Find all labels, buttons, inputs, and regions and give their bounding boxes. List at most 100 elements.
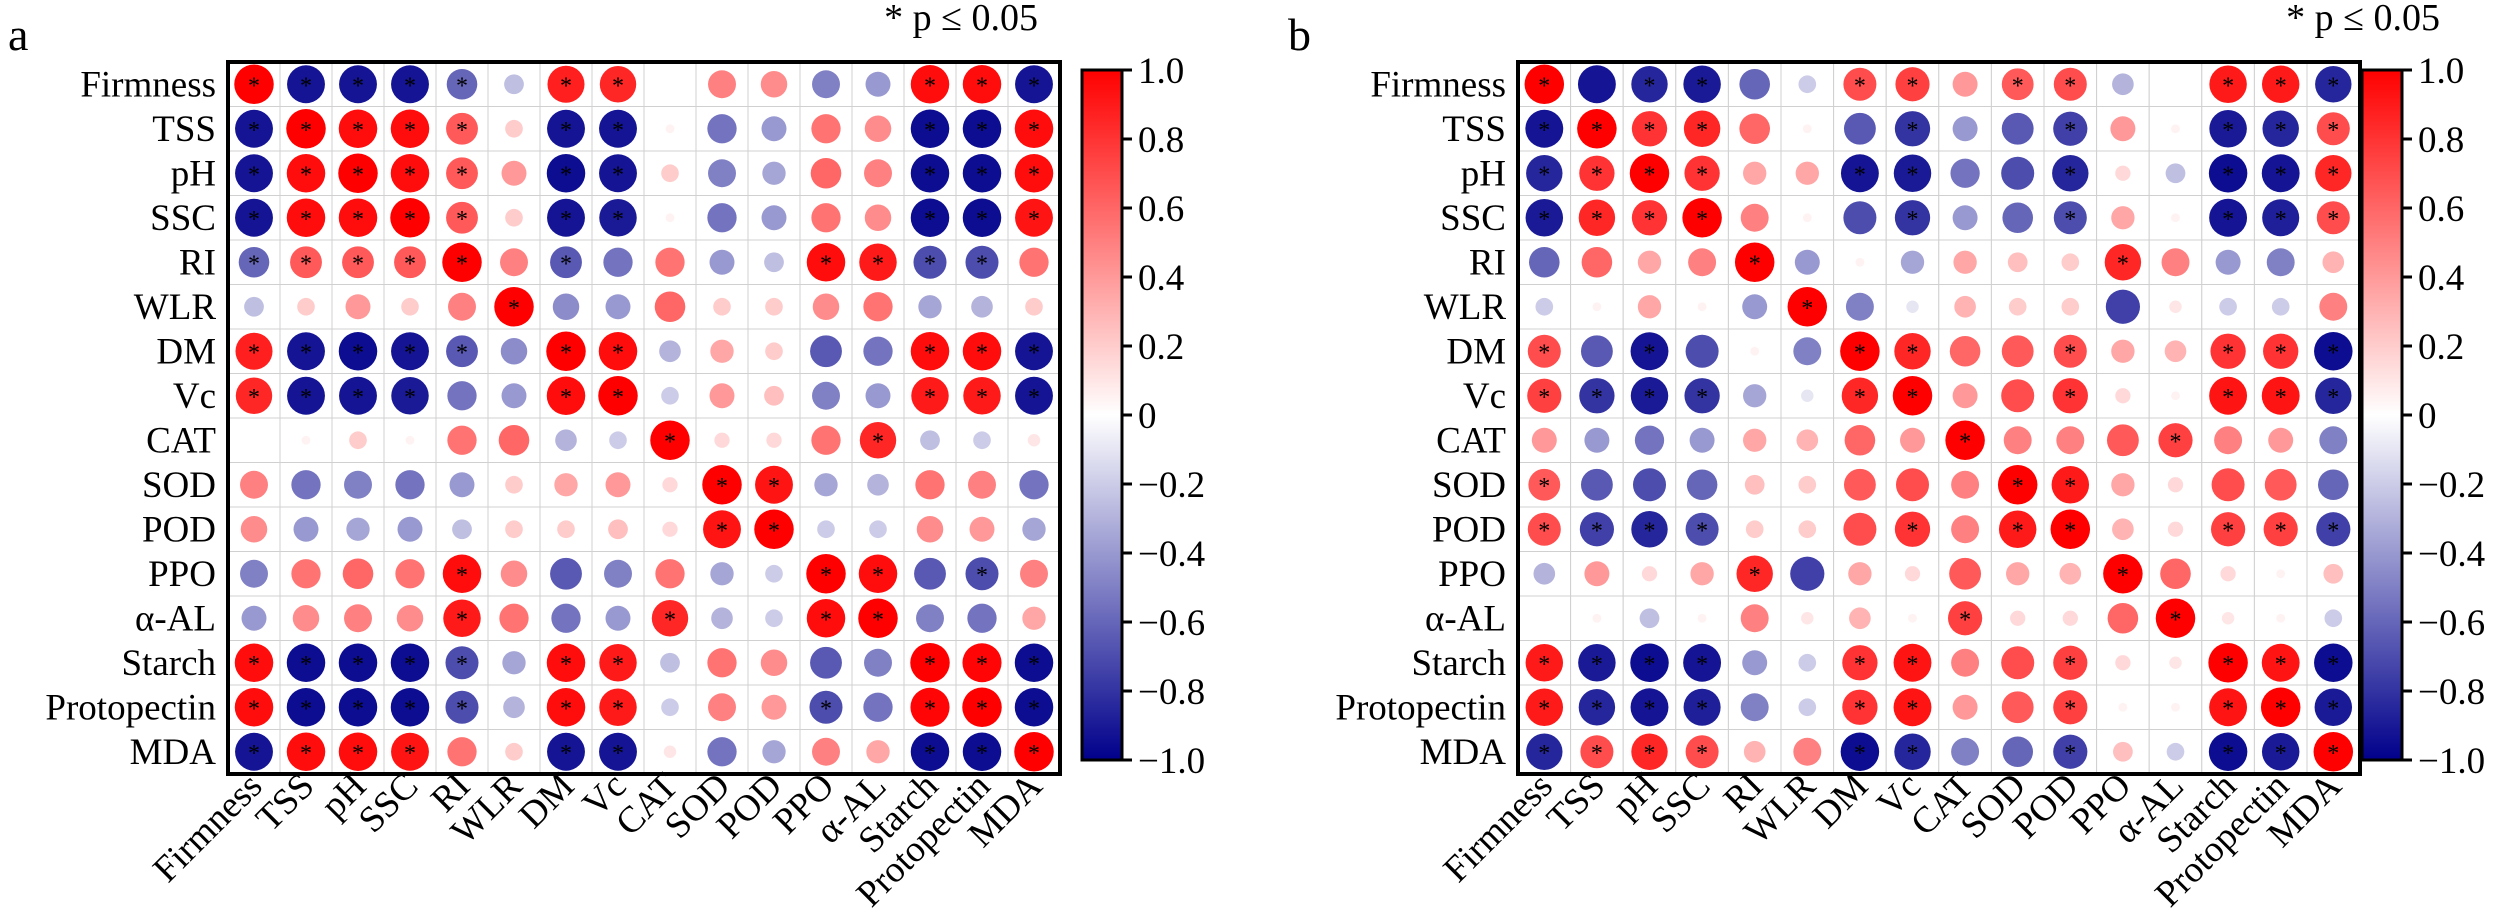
correlation-circle — [707, 648, 737, 678]
correlation-circle — [235, 732, 273, 771]
correlation-circle — [2169, 656, 2182, 669]
significance-star: * — [1591, 118, 1603, 144]
significance-star: * — [1644, 385, 1656, 411]
correlation-circle — [1524, 64, 1565, 104]
colorbar-tick-label: −0.2 — [2418, 465, 2485, 506]
correlation-circle — [2209, 376, 2248, 415]
correlation-circle — [293, 516, 319, 542]
correlation-circle — [1895, 468, 1930, 502]
significance-star: * — [2170, 429, 2182, 455]
correlation-circle — [2115, 388, 2131, 404]
correlation-circle — [916, 604, 944, 633]
correlation-circle — [2001, 646, 2035, 680]
correlation-circle — [1014, 732, 1054, 772]
significance-star: * — [456, 696, 468, 722]
correlation-circle — [546, 154, 586, 193]
correlation-circle — [234, 643, 274, 682]
correlation-circle — [1840, 331, 1880, 371]
significance-star: * — [2327, 118, 2339, 144]
row-label: α-AL — [1425, 598, 1506, 639]
correlation-circle — [2261, 376, 2300, 415]
correlation-circle — [665, 124, 675, 134]
correlation-circle — [2002, 202, 2033, 234]
correlation-circle — [1740, 693, 1769, 722]
correlation-circle — [1904, 566, 1921, 582]
significance-star: * — [560, 340, 572, 366]
correlation-circle — [1893, 688, 1932, 727]
correlation-circle — [390, 643, 430, 682]
grid-cell — [331, 506, 385, 552]
significance-star: * — [1644, 118, 1656, 144]
correlation-circle — [1798, 75, 1817, 94]
significance-star: * — [248, 251, 260, 277]
significance-star: * — [560, 652, 572, 678]
correlation-circle — [2318, 469, 2349, 501]
correlation-circle — [345, 294, 371, 320]
correlation-circle — [2324, 609, 2343, 628]
correlation-circle — [1592, 302, 1602, 312]
correlation-circle — [504, 74, 524, 95]
correlation-circle — [449, 472, 475, 498]
significance-star: * — [248, 340, 260, 366]
correlation-circle — [501, 383, 527, 409]
correlation-circle — [547, 109, 585, 148]
correlation-circle — [764, 252, 784, 273]
significance-star: * — [1538, 474, 1550, 500]
correlation-circle — [967, 603, 997, 633]
correlation-circle — [2165, 163, 2186, 184]
significance-star: * — [2275, 73, 2287, 99]
correlation-circle — [599, 732, 637, 771]
correlation-circle — [391, 65, 429, 104]
significance-star: * — [456, 162, 468, 188]
row-label: SOD — [142, 465, 216, 506]
correlation-circle — [1843, 201, 1877, 235]
significance-star: * — [404, 340, 416, 366]
correlation-circle — [2001, 68, 2034, 101]
correlation-circle — [1683, 65, 1721, 103]
correlation-circle — [2155, 598, 2196, 638]
significance-star: * — [352, 73, 364, 99]
correlation-circle — [1948, 601, 1983, 636]
correlation-circle — [2210, 333, 2246, 369]
correlation-circle — [869, 520, 887, 539]
correlation-circle — [550, 557, 582, 590]
correlation-circle — [1842, 689, 1878, 725]
correlation-circle — [811, 425, 841, 455]
row-labels-a: FirmnessTSSpHSSCRIWLRDMVcCATSODPODPPOα-A… — [45, 64, 216, 773]
correlation-circle — [241, 605, 267, 631]
correlation-circle — [2105, 289, 2140, 324]
significance-star: * — [1538, 73, 1550, 99]
correlation-circle — [235, 332, 273, 370]
correlation-circle — [1579, 378, 1615, 414]
correlation-circle — [707, 737, 737, 767]
significance-star: * — [1644, 162, 1656, 188]
colorbar-tick-label: −0.2 — [1138, 465, 1205, 506]
significance-star: * — [2327, 741, 2339, 767]
correlation-circle — [1531, 427, 1557, 453]
significance-star: * — [352, 696, 364, 722]
significance-star: * — [1028, 652, 1040, 678]
correlation-circle — [286, 643, 326, 682]
correlation-circle — [2313, 732, 2354, 772]
significance-star: * — [1907, 518, 1919, 544]
correlation-circle — [1580, 735, 1614, 769]
correlation-circle — [1630, 332, 1669, 371]
correlation-circle — [446, 68, 478, 100]
significance-star: * — [1696, 652, 1708, 678]
correlation-circle — [1584, 427, 1610, 453]
correlation-circle — [1592, 613, 1602, 623]
significance-star: * — [300, 251, 312, 277]
significance-star: * — [352, 340, 364, 366]
correlation-circle — [1742, 650, 1768, 676]
correlation-circle — [1685, 512, 1719, 546]
correlation-circle — [555, 429, 577, 452]
significance-star: * — [976, 652, 988, 678]
significance-star: * — [1591, 162, 1603, 188]
correlation-circle — [811, 114, 841, 144]
correlation-circle — [1892, 376, 1933, 416]
correlation-circle — [1843, 468, 1876, 501]
correlation-circle — [604, 559, 632, 588]
colorbar-tick-label: 0.2 — [1138, 327, 1184, 368]
significance-star: * — [404, 652, 416, 678]
